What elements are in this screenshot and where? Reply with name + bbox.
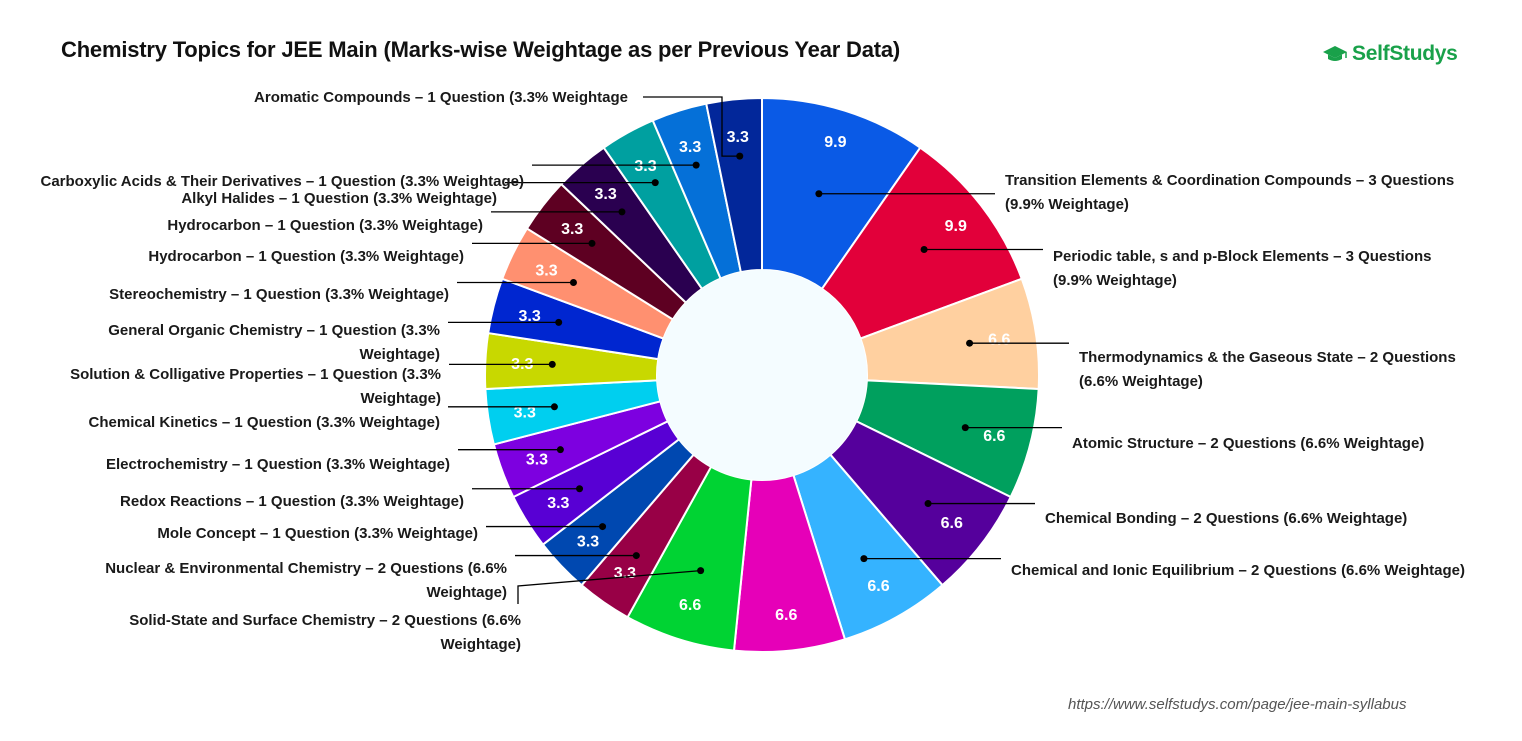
slice-category-label: Weightage) <box>426 584 507 601</box>
slice-category-label: Thermodynamics & the Gaseous State – 2 Q… <box>1079 349 1456 366</box>
slice-category-label: Chemical Bonding – 2 Questions (6.6% Wei… <box>1045 510 1407 527</box>
donut-hole <box>657 270 867 480</box>
slice-category-label: Electrochemistry – 1 Question (3.3% Weig… <box>106 456 450 473</box>
slice-category-label: General Organic Chemistry – 1 Question (… <box>108 322 440 339</box>
slice-value-label: 3.3 <box>614 565 636 582</box>
slice-category-label: (9.9% Weightage) <box>1005 196 1129 213</box>
slice-value-label: 3.3 <box>595 186 617 203</box>
slice-category-label: Periodic table, s and p-Block Elements –… <box>1053 248 1431 265</box>
slice-category-label: Weightage) <box>440 636 521 653</box>
slice-value-label: 3.3 <box>547 495 569 512</box>
graduation-cap-icon <box>1323 46 1347 61</box>
slice-category-label: Transition Elements & Coordination Compo… <box>1005 172 1454 189</box>
brand-name: SelfStudys <box>1352 42 1458 65</box>
slice-category-label: Chemical and Ionic Equilibrium – 2 Quest… <box>1011 562 1465 579</box>
slice-category-label: Redox Reactions – 1 Question (3.3% Weigh… <box>120 493 464 510</box>
slices-layer <box>484 96 1040 653</box>
slice-value-label: 3.3 <box>535 262 557 279</box>
slice-value-label: 6.6 <box>983 428 1005 445</box>
slice-labels-layer: Transition Elements & Coordination Compo… <box>41 89 1465 653</box>
slice-value-label: 3.3 <box>514 404 536 421</box>
slice-value-label: 9.9 <box>945 218 967 235</box>
slice-value-label: 9.9 <box>824 134 846 151</box>
slice-category-label: Atomic Structure – 2 Questions (6.6% Wei… <box>1072 435 1424 452</box>
slice-value-label: 6.6 <box>867 578 889 595</box>
slice-category-label: Hydrocarbon – 1 Question (3.3% Weightage… <box>148 248 464 265</box>
leader-line <box>643 96 740 157</box>
slice-category-label: Solid-State and Surface Chemistry – 2 Qu… <box>129 612 521 629</box>
leader-line <box>517 569 701 604</box>
slice-category-label: Weightage) <box>359 346 440 363</box>
slice-category-label: Chemical Kinetics – 1 Question (3.3% Wei… <box>89 414 440 431</box>
slice-value-label: 3.3 <box>561 221 583 238</box>
source-url[interactable]: https://www.selfstudys.com/page/jee-main… <box>1068 696 1407 713</box>
slice-category-label: Nuclear & Environmental Chemistry – 2 Qu… <box>105 560 507 577</box>
slice-value-label: 6.6 <box>775 607 797 624</box>
slice-category-label: (6.6% Weightage) <box>1079 373 1203 390</box>
brand-logo[interactable]: SelfStudys <box>1322 42 1458 66</box>
slice-category-label: Stereochemistry – 1 Question (3.3% Weigh… <box>109 286 449 303</box>
slice-category-label: Weightage) <box>360 390 441 407</box>
slice-category-label: Aromatic Compounds – 1 Question (3.3% We… <box>254 89 628 106</box>
slice-category-label: Alkyl Halides – 1 Question (3.3% Weighta… <box>181 190 497 207</box>
slice-value-label: 3.3 <box>526 451 548 468</box>
slice-value-label: 3.3 <box>519 308 541 325</box>
slice-category-label: Hydrocarbon – 1 Question (3.3% Weightage… <box>167 217 483 234</box>
slice-category-label: Mole Concept – 1 Question (3.3% Weightag… <box>157 525 478 542</box>
chart-title: Chemistry Topics for JEE Main (Marks-wis… <box>61 37 901 62</box>
slice-value-label: 6.6 <box>941 515 963 532</box>
slice-value-label: 3.3 <box>727 129 749 146</box>
slice-value-label: 6.6 <box>679 597 701 614</box>
leader-lines-layer <box>448 96 1069 604</box>
slice-value-label: 3.3 <box>634 158 656 175</box>
slice-value-label: 6.6 <box>988 332 1010 349</box>
slice-value-label: 3.3 <box>577 533 599 550</box>
slice-category-label: (9.9% Weightage) <box>1053 272 1177 289</box>
slice-category-label: Solution & Colligative Properties – 1 Qu… <box>70 366 441 383</box>
slice-value-label: 3.3 <box>679 139 701 156</box>
slice-category-label: Carboxylic Acids & Their Derivatives – 1… <box>41 173 525 190</box>
